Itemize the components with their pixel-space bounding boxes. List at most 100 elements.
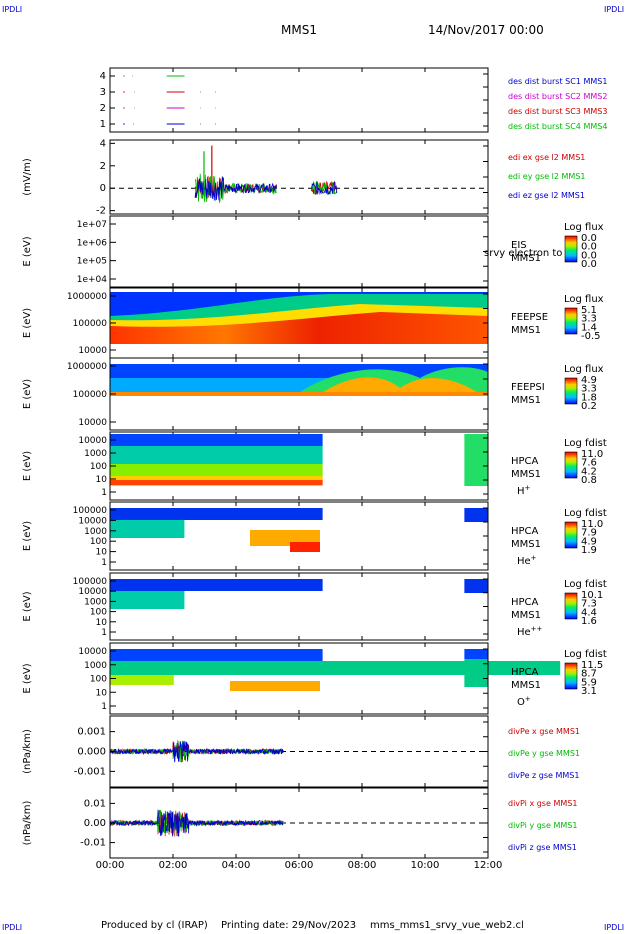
panel-hpca_o-tick-label: 10000 — [78, 647, 107, 657]
x-tick-label: 10:00 — [411, 860, 440, 871]
divpe-series-2 — [109, 740, 284, 763]
panel-hpca_h-colorbar — [564, 451, 578, 479]
divpi-tick-label: 0.01 — [84, 798, 106, 809]
x-tick-label: 04:00 — [222, 860, 251, 871]
panel-divpi-ylabel: (nPa/km) — [22, 801, 33, 846]
panel-hpca_he-species-sup: + — [531, 554, 537, 562]
panel-hpca_hepp-ylabel: E (eV) — [22, 591, 33, 621]
panel-hpca_hepp-colorbar — [564, 592, 578, 620]
panel-feepsi-tick-label: 1000000 — [67, 362, 107, 372]
panel-hpca_he-colorbar — [564, 521, 578, 549]
panel-hpca_he-tick-label: 100 — [90, 537, 107, 547]
panel-eis-tick-label: 1e+04 — [77, 275, 108, 285]
hpca-band — [110, 520, 185, 538]
panel-hpca_o-label2: MMS1 — [511, 680, 541, 691]
panel-feepse-cbar-title: Log flux — [564, 294, 604, 305]
panel-hpca_hepp-cbar-title: Log fdist — [564, 579, 607, 590]
panel-feepse-cbar-tick: -0.5 — [581, 331, 601, 342]
panel-divpe-frame — [109, 715, 489, 788]
panel-hpca_o-colorbar — [564, 662, 578, 690]
panel-hpca_o-species: O+ — [517, 695, 531, 708]
feepse-red-band — [110, 312, 488, 344]
panel-hpca_hepp-tick-label: 10000 — [78, 587, 107, 597]
panel-hpca_he-ylabel: E (eV) — [22, 521, 33, 551]
legend-entry: divPe z gse MMS1 — [508, 771, 579, 780]
panel-feepse-cbar-tick: 1.4 — [581, 322, 597, 333]
panel-hpca_hepp-tick-label: 100 — [90, 608, 107, 618]
legend-entry: divPe y gse MMS1 — [508, 749, 580, 758]
spacecraft-title: MMS1 — [281, 23, 317, 37]
feepsi-orange — [320, 377, 480, 394]
corner-label-top-left: IPDLI — [2, 5, 23, 14]
hpca-band — [464, 649, 488, 659]
panel-hpca_he-label2: MMS1 — [511, 539, 541, 550]
divpi-tick-label: 0.00 — [84, 818, 106, 829]
legend-entry: divPe x gse MMS1 — [508, 727, 580, 736]
panel-hpca_he-cbar-title: Log fdist — [564, 508, 607, 519]
panel-feepse-tick-label: 1000000 — [67, 292, 107, 302]
panel-hpca_he-tick-label: 1 — [101, 558, 107, 568]
burst-tick-label: 1 — [100, 119, 106, 130]
burst-tick-label: 3 — [100, 87, 106, 98]
panel-hpca_he-frame — [109, 501, 489, 571]
legend-entry: edi ex gse l2 MMS1 — [508, 153, 585, 162]
burst-tick-label: 2 — [100, 103, 106, 114]
panel-hpca_o-cbar-tick: 3.1 — [581, 686, 597, 697]
panel-burst-frame — [109, 67, 489, 133]
hpca-band — [464, 579, 488, 593]
panel-hpca_h-tick-label: 100 — [90, 462, 107, 472]
footer-producer: Produced by cl (IRAP) — [101, 920, 208, 931]
panel-feepse-tick-label: 10000 — [78, 346, 107, 356]
feepsi-low-band — [110, 392, 488, 396]
panel-hpca_hepp-tick-label: 100000 — [73, 577, 108, 587]
panel-hpca_h-tick-label: 10 — [96, 475, 108, 485]
date-title: 14/Nov/2017 00:00 — [428, 23, 544, 37]
panel-feepse-ylabel: E (eV) — [22, 308, 33, 338]
panel-hpca_h-species-sup: + — [525, 484, 531, 492]
legend-entry: edi ez gse l2 MMS1 — [508, 191, 585, 200]
panel-eis-cbar-tick: 0.0 — [581, 259, 597, 270]
edi-series-2 — [194, 176, 278, 201]
hpca-band — [464, 508, 488, 522]
panel-hpca_h-species: H+ — [517, 484, 531, 497]
panel-hpca_he-tick-label: 10 — [96, 548, 108, 558]
panel-feepsi-colorbar — [564, 377, 578, 405]
panel-feepsi-cbar-tick: 0.2 — [581, 401, 597, 412]
edi-series-2 — [311, 180, 338, 195]
panel-burst: 4 3 2 1 des dist burst SC1 MMS1 des dist burs… — [100, 71, 608, 131]
panel-eis-tick-label: 1e+06 — [77, 238, 108, 248]
panel-hpca_hepp-tick-label: 1 — [101, 628, 107, 638]
panel-hpca_h — [110, 434, 488, 495]
panel-feepsi-tick-label: 100000 — [73, 390, 108, 400]
panel-edi: 4 2 0 -2 edi ex gse l2 MMS1 edi ey gse l2 MMS… — [96, 138, 586, 216]
hpca-band — [230, 681, 320, 691]
legend-entry: divPi y gse MMS1 — [508, 821, 577, 830]
hpca-band — [110, 579, 323, 591]
hpca-band — [110, 464, 323, 476]
panel-feepsi-ylabel: E (eV) — [22, 379, 33, 409]
panel-hpca_o — [110, 648, 561, 709]
panel-eis-cbar-tick: 0.0 — [581, 233, 597, 244]
corner-label-bottom-right: IPDLI — [604, 923, 625, 932]
legend-entry: des dist burst SC2 MMS2 — [508, 92, 607, 101]
hpca-band — [110, 508, 323, 520]
panel-hpca_hepp-tick-label: 10 — [96, 618, 108, 628]
panel-divpe: 0.001 0.000 -0.001 divPe x gse MMS1 divPe y … — [74, 721, 580, 782]
panel-hpca_hepp-species-sup: ++ — [531, 625, 543, 633]
panel-hpca_h-tick-label: 1 — [101, 488, 107, 498]
panel-feepse — [110, 292, 488, 353]
panel-hpca_h-ylabel: E (eV) — [22, 451, 33, 481]
panel-feepsi-tick-label: 10000 — [78, 418, 107, 428]
hpca-band — [110, 591, 185, 609]
panel-hpca_h-cbar-title: Log fdist — [564, 438, 607, 449]
panel-hpca_hepp-cbar-tick: 10.1 — [581, 590, 603, 601]
panel-hpca_he-cbar-tick: 1.9 — [581, 545, 597, 556]
panel-edi-frame — [109, 139, 489, 215]
x-tick-label: 12:00 — [474, 860, 503, 871]
panel-hpca_o-ylabel: E (eV) — [22, 663, 33, 693]
panel-hpca_h-cbar-tick: 7.6 — [581, 458, 597, 469]
panel-eis-cbar-tick: 0.0 — [581, 250, 597, 261]
panel-divpi-frame — [109, 787, 489, 859]
panel-hpca_hepp-cbar-tick: 7.3 — [581, 599, 597, 610]
panel-feepse-cbar-tick: 3.3 — [581, 314, 597, 325]
